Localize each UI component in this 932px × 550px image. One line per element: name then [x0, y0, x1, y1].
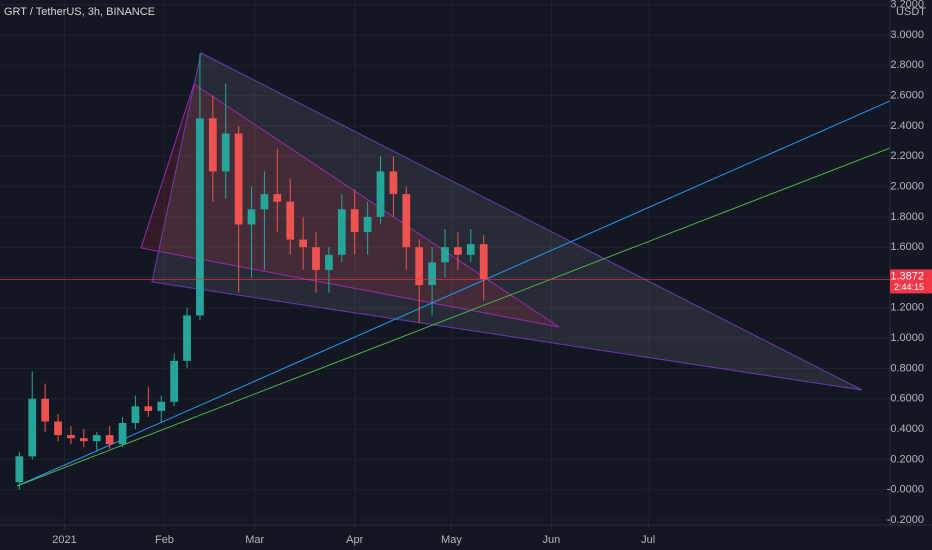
x-tick-label: May: [441, 534, 462, 546]
candle-body: [131, 406, 140, 424]
countdown-label: 2:44:15: [894, 282, 924, 292]
candles: [15, 53, 488, 490]
candle-body: [208, 118, 217, 172]
x-tick-label: Mar: [245, 534, 264, 546]
candle-body: [41, 398, 50, 422]
candle-body: [363, 216, 372, 233]
y-tick-label: 0.8000: [890, 362, 924, 374]
candle-body: [157, 401, 166, 411]
y-tick-label: 0.2000: [890, 453, 924, 465]
candle-body: [67, 435, 75, 439]
candle-body: [389, 171, 398, 195]
candle-body: [15, 456, 24, 483]
y-tick-label: 1.0000: [890, 332, 924, 344]
currency-label: USDT: [896, 6, 926, 18]
candle-body: [350, 209, 359, 233]
x-tick-label: Feb: [155, 534, 174, 546]
y-tick-label: 2.6000: [890, 90, 924, 102]
trend-line: [16, 147, 891, 487]
candle-body: [402, 194, 411, 248]
y-tick-label: 2.8000: [890, 59, 924, 71]
x-tick-label: 2021: [52, 534, 76, 546]
candle-body: [170, 360, 178, 402]
y-tick-label: 0.6000: [890, 393, 924, 405]
triangle-drawing: [140, 83, 560, 328]
candle-body: [415, 247, 424, 286]
candle-body: [479, 244, 488, 280]
candle-body: [325, 254, 333, 270]
candle-body: [299, 239, 307, 248]
chart-title: GRT / TetherUS, 3h, BINANCE: [4, 6, 155, 18]
candle-body: [312, 247, 320, 270]
candle-body: [183, 315, 191, 361]
candle-body: [79, 438, 88, 442]
y-tick-label: 1.8000: [890, 211, 924, 223]
candle-body: [376, 171, 385, 217]
candle-body: [454, 247, 462, 255]
candle-body: [260, 194, 269, 210]
y-tick-label: 2.4000: [890, 120, 924, 132]
candle-body: [118, 423, 127, 445]
candle-body: [144, 406, 153, 411]
y-tick-label: 1.2000: [890, 302, 924, 314]
triangle-drawing: [151, 52, 863, 391]
candle-body: [441, 247, 449, 263]
candle-body: [221, 133, 230, 172]
candle-body: [234, 133, 243, 225]
trend-line: [16, 100, 891, 487]
candle-body: [105, 435, 114, 445]
candle-body: [337, 209, 346, 255]
candle-body: [466, 244, 475, 255]
y-tick-label: 3.0000: [890, 29, 924, 41]
x-tick-label: Jul: [641, 534, 655, 546]
y-tick-label: -0.0000: [887, 484, 924, 496]
candle-body: [247, 209, 256, 225]
y-tick-label: 2.0000: [890, 180, 924, 192]
candle-body: [196, 118, 204, 316]
x-tick-label: Jun: [543, 534, 561, 546]
candle-body: [92, 435, 101, 442]
x-tick-label: Apr: [346, 534, 363, 546]
y-tick-label: 3.2000: [890, 0, 924, 11]
candle-body: [54, 421, 62, 436]
candle-body: [273, 194, 282, 202]
y-tick-label: 1.6000: [890, 241, 924, 253]
last-price-label: 1.3872: [890, 270, 924, 282]
last-price-box: [890, 269, 932, 294]
candle-body: [428, 262, 436, 286]
candle-body: [28, 398, 37, 457]
y-tick-label: 2.2000: [890, 150, 924, 162]
y-tick-label: 0.4000: [890, 423, 924, 435]
candle-body: [286, 201, 295, 240]
y-tick-label: -0.2000: [887, 514, 924, 526]
